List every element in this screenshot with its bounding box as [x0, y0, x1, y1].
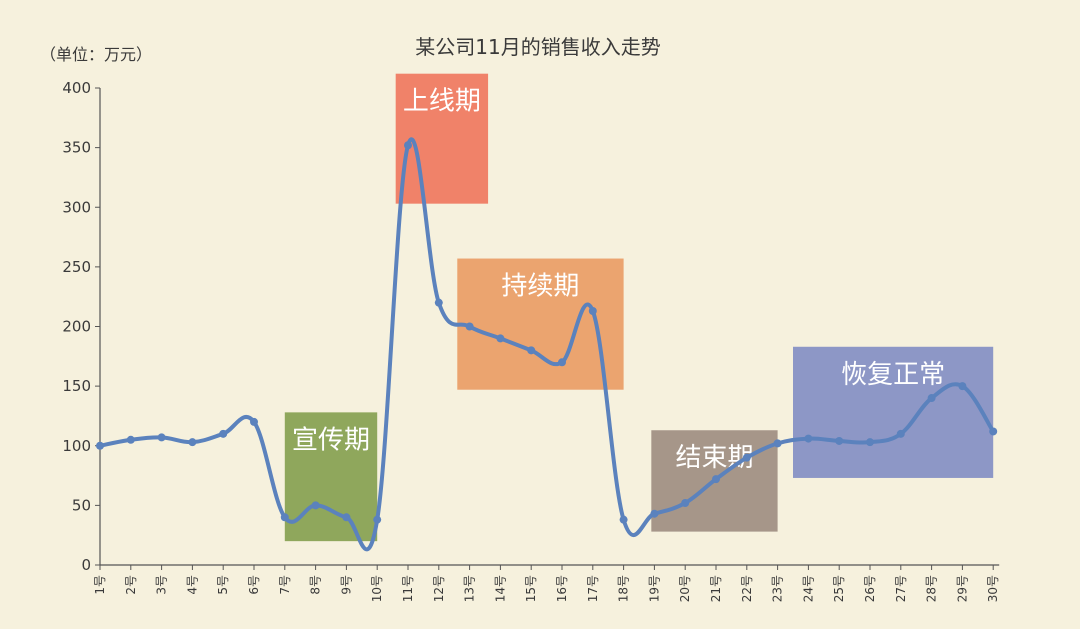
- data-point-0-10: [404, 141, 412, 150]
- phase-label-3: 结束期: [675, 443, 753, 473]
- data-point-0-13: [496, 334, 505, 343]
- data-point-0-9: [373, 515, 382, 524]
- x-tick-label-7: 8号: [309, 575, 323, 595]
- x-tick-label-28: 29号: [955, 575, 969, 602]
- data-point-0-28: [958, 382, 967, 391]
- data-point-0-0: [96, 441, 104, 450]
- x-tick-label-14: 15号: [524, 575, 538, 602]
- y-tick-label-400: 400: [62, 79, 91, 97]
- data-point-0-17: [619, 515, 628, 524]
- data-point-0-29: [989, 427, 998, 436]
- data-point-0-7: [311, 501, 320, 510]
- y-tick-label-0: 0: [81, 556, 91, 574]
- phase-box-4: [793, 346, 994, 478]
- data-point-0-12: [465, 322, 474, 331]
- y-tick-label-150: 150: [62, 377, 91, 395]
- x-tick-label-1: 2号: [124, 575, 138, 595]
- phase-label-0: 宣传期: [292, 425, 370, 455]
- line-layer: [96, 137, 998, 552]
- data-point-0-20: [712, 475, 720, 484]
- data-point-0-21: [742, 453, 751, 462]
- data-point-0-22: [773, 439, 782, 448]
- phase-label-1: 上线期: [403, 87, 481, 117]
- data-point-0-2: [157, 433, 166, 442]
- x-tick-label-13: 14号: [493, 575, 507, 602]
- x-tick-label-22: 23号: [771, 575, 785, 602]
- x-tick-label-4: 5号: [216, 575, 230, 595]
- x-tick-label-2: 3号: [155, 575, 169, 595]
- x-tick-label-23: 24号: [801, 575, 815, 602]
- x-tick-label-17: 18号: [617, 575, 631, 602]
- x-tick-label-10: 11号: [401, 575, 415, 602]
- axes: 0 50 100 150 200 250 300 350 400 1号 2号 3号 4号 5号 6号 7号 8号…: [62, 79, 1000, 602]
- data-point-0-6: [280, 513, 289, 522]
- data-point-0-18: [650, 509, 659, 518]
- data-point-0-4: [219, 429, 228, 438]
- x-tick-label-27: 28号: [925, 575, 939, 602]
- x-tick-label-8: 9号: [339, 575, 353, 595]
- phase-label-2: 持续期: [501, 272, 579, 302]
- x-tick-label-9: 10号: [370, 575, 384, 602]
- data-point-0-16: [588, 306, 597, 315]
- phase-label-4: 恢复正常: [841, 360, 945, 390]
- x-tick-label-5: 6号: [247, 575, 261, 595]
- x-tick-label-26: 27号: [894, 575, 908, 602]
- chart-title: 某公司11月的销售收入走势: [415, 35, 660, 59]
- x-tick-label-12: 13号: [463, 575, 477, 602]
- data-point-0-19: [681, 498, 690, 507]
- x-tick-label-24: 25号: [832, 575, 846, 602]
- data-point-0-14: [527, 346, 536, 355]
- x-tick-label-0: 1号: [93, 575, 107, 595]
- x-tick-label-3: 4号: [185, 575, 199, 595]
- data-point-0-24: [835, 436, 844, 445]
- x-tick-label-29: 30号: [986, 575, 1000, 602]
- phase-box-0: [284, 412, 378, 542]
- x-tick-label-19: 20号: [678, 575, 692, 602]
- x-tick-label-11: 12号: [432, 575, 446, 602]
- unit-label: （单位：万元）: [40, 45, 152, 64]
- x-tick-label-6: 7号: [278, 575, 292, 595]
- data-point-0-11: [434, 298, 443, 307]
- x-tick-label-16: 17号: [586, 575, 600, 602]
- series-line-0: [98, 137, 996, 552]
- y-tick-label-100: 100: [62, 437, 91, 455]
- data-point-0-25: [866, 438, 874, 447]
- data-point-0-26: [896, 429, 905, 438]
- y-tick-label-350: 350: [62, 139, 91, 157]
- y-tick-label-200: 200: [62, 318, 91, 336]
- x-tick-label-25: 26号: [863, 575, 877, 602]
- y-tick-label-250: 250: [62, 258, 91, 276]
- data-point-0-23: [804, 434, 813, 443]
- x-tick-label-20: 21号: [709, 575, 723, 602]
- data-point-0-1: [126, 435, 135, 444]
- data-point-0-8: [342, 513, 351, 522]
- x-tick-label-21: 22号: [740, 575, 754, 602]
- y-tick-label-300: 300: [62, 198, 91, 216]
- x-tick-label-18: 19号: [647, 575, 661, 602]
- y-tick-label-50: 50: [72, 496, 91, 514]
- data-point-0-3: [188, 438, 197, 447]
- x-tick-label-15: 16号: [555, 575, 569, 602]
- data-point-0-15: [558, 358, 566, 367]
- data-point-0-27: [927, 394, 936, 403]
- data-point-0-5: [250, 417, 258, 426]
